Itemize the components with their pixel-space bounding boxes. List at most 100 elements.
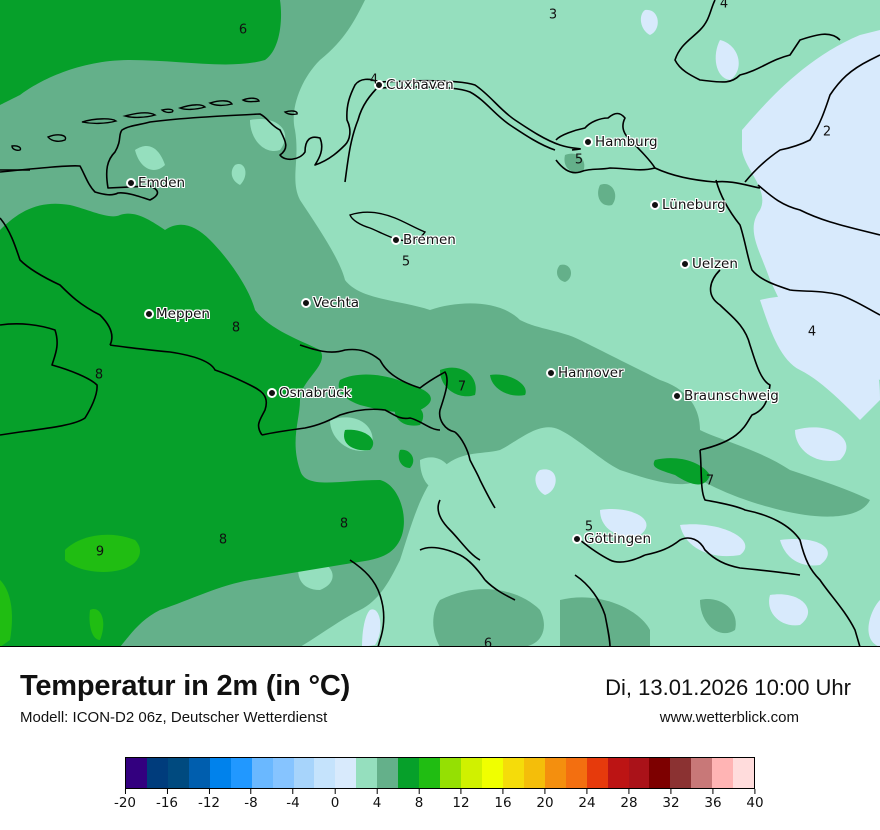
city-label: Cuxhaven [386, 77, 454, 93]
tick-mark [460, 789, 462, 794]
city-dot-icon [374, 80, 384, 90]
city-dot-icon [267, 388, 277, 398]
tick-label: 12 [452, 795, 470, 811]
city-dot-icon [672, 391, 682, 401]
tick-mark [292, 789, 294, 794]
city-dot-icon [650, 200, 660, 210]
colorbar-segment [209, 758, 231, 788]
city-label: Meppen [156, 306, 210, 322]
tick-mark [376, 789, 378, 794]
city-dot-icon [126, 178, 136, 188]
city-marker-cuxhaven[interactable]: Cuxhaven [374, 77, 454, 93]
tick-mark [124, 789, 126, 794]
tick-label: 16 [494, 795, 512, 811]
tick-mark [418, 789, 420, 794]
map-title: Temperatur in 2m (in °C) [20, 670, 351, 702]
tick-label: 4 [372, 795, 382, 811]
colorbar-segment [565, 758, 587, 788]
colorbar-segment [188, 758, 210, 788]
tick-mark [628, 789, 630, 794]
colorbar-segment [461, 758, 482, 788]
tick-label: -16 [155, 795, 179, 811]
forecast-datetime: Di, 13.01.2026 10:00 Uhr [605, 675, 851, 700]
colorbar-tick-labels: -20 -16 -12 -8 -4 0 4 8 12 16 20 24 28 32 36 40 [114, 789, 764, 819]
city-marker-uelzen[interactable]: Uelzen [680, 256, 738, 272]
colorbar-segment [335, 758, 357, 788]
city-marker-hamburg[interactable]: Hamburg [583, 134, 658, 150]
tick-mark [544, 789, 546, 794]
city-marker-braunschweig[interactable]: Braunschweig [672, 388, 779, 404]
tick-label: 40 [746, 795, 764, 811]
contour-label: 7 [457, 379, 467, 395]
city-label: Lüneburg [662, 197, 726, 213]
city-dot-icon [680, 259, 690, 269]
website-link[interactable]: www.wetterblick.com [659, 709, 799, 726]
colorbar-tick: 4 [372, 789, 382, 811]
contour-label: 2 [822, 124, 832, 140]
contour-label: 5 [401, 254, 411, 270]
tick-label: -20 [113, 795, 137, 811]
colorbar-tick: 24 [578, 789, 596, 811]
colorbar-segment [272, 758, 294, 788]
colorbar-tick: -4 [286, 789, 300, 811]
city-label: Osnabrück [279, 385, 352, 401]
city-dot-icon [301, 298, 311, 308]
contour-label: 8 [231, 320, 241, 336]
temperature-map[interactable]: Cuxhaven Hamburg Emden Lüneburg Bremen U… [0, 0, 880, 647]
city-marker-goettingen[interactable]: Göttingen [572, 531, 651, 547]
contour-label: 4 [807, 324, 817, 340]
tick-mark [712, 789, 714, 794]
tick-mark [586, 789, 588, 794]
colorbar-segment [670, 758, 692, 788]
colorbar-segment [377, 758, 399, 788]
tick-label: -12 [197, 795, 221, 811]
city-label: Hamburg [595, 134, 658, 150]
colorbar-tick: -8 [244, 789, 258, 811]
city-marker-meppen[interactable]: Meppen [144, 306, 210, 322]
tick-mark [754, 789, 756, 794]
city-label: Emden [138, 175, 186, 191]
contour-label: 3 [548, 7, 558, 23]
tick-mark [670, 789, 672, 794]
colorbar-segment [167, 758, 189, 788]
colorbar-segment [502, 758, 524, 788]
colorbar-segment [712, 758, 734, 788]
colorbar-tick: -16 [156, 789, 178, 811]
colorbar-tick: -12 [198, 789, 220, 811]
colorbar-segment [398, 758, 420, 788]
contour-label: 5 [574, 152, 584, 168]
colorbar-segment [691, 758, 713, 788]
temperature-colorbar [125, 757, 755, 789]
colorbar-tick: 20 [536, 789, 554, 811]
temperature-field [0, 0, 880, 646]
city-marker-lueneburg[interactable]: Lüneburg [650, 197, 726, 213]
colorbar-segment [419, 758, 441, 788]
city-marker-bremen[interactable]: Bremen [391, 232, 456, 248]
tick-label: 24 [578, 795, 596, 811]
city-label: Vechta [313, 295, 360, 311]
city-dot-icon [583, 137, 593, 147]
city-marker-hannover[interactable]: Hannover [546, 365, 624, 381]
contour-label: 6 [483, 636, 493, 647]
colorbar-segment [126, 758, 147, 788]
model-source: Modell: ICON-D2 06z, Deutscher Wetterdie… [20, 709, 328, 726]
colorbar-segment [523, 758, 545, 788]
colorbar-segment [544, 758, 566, 788]
colorbar-segment [356, 758, 378, 788]
colorbar-segment [586, 758, 608, 788]
colorbar-tick: 12 [452, 789, 470, 811]
colorbar-segment [481, 758, 503, 788]
city-label: Hannover [558, 365, 624, 381]
colorbar-tick: 28 [620, 789, 638, 811]
city-marker-vechta[interactable]: Vechta [301, 295, 359, 311]
city-dot-icon [391, 235, 401, 245]
city-dot-icon [572, 534, 582, 544]
city-marker-emden[interactable]: Emden [126, 175, 185, 191]
colorbar-tick: 16 [494, 789, 512, 811]
colorbar-segment [293, 758, 315, 788]
colorbar-tick: -20 [114, 789, 136, 811]
tick-label: -8 [244, 795, 258, 811]
tick-label: 36 [704, 795, 722, 811]
contour-label: 8 [94, 367, 104, 383]
city-marker-osnabrueck[interactable]: Osnabrück [267, 385, 351, 401]
